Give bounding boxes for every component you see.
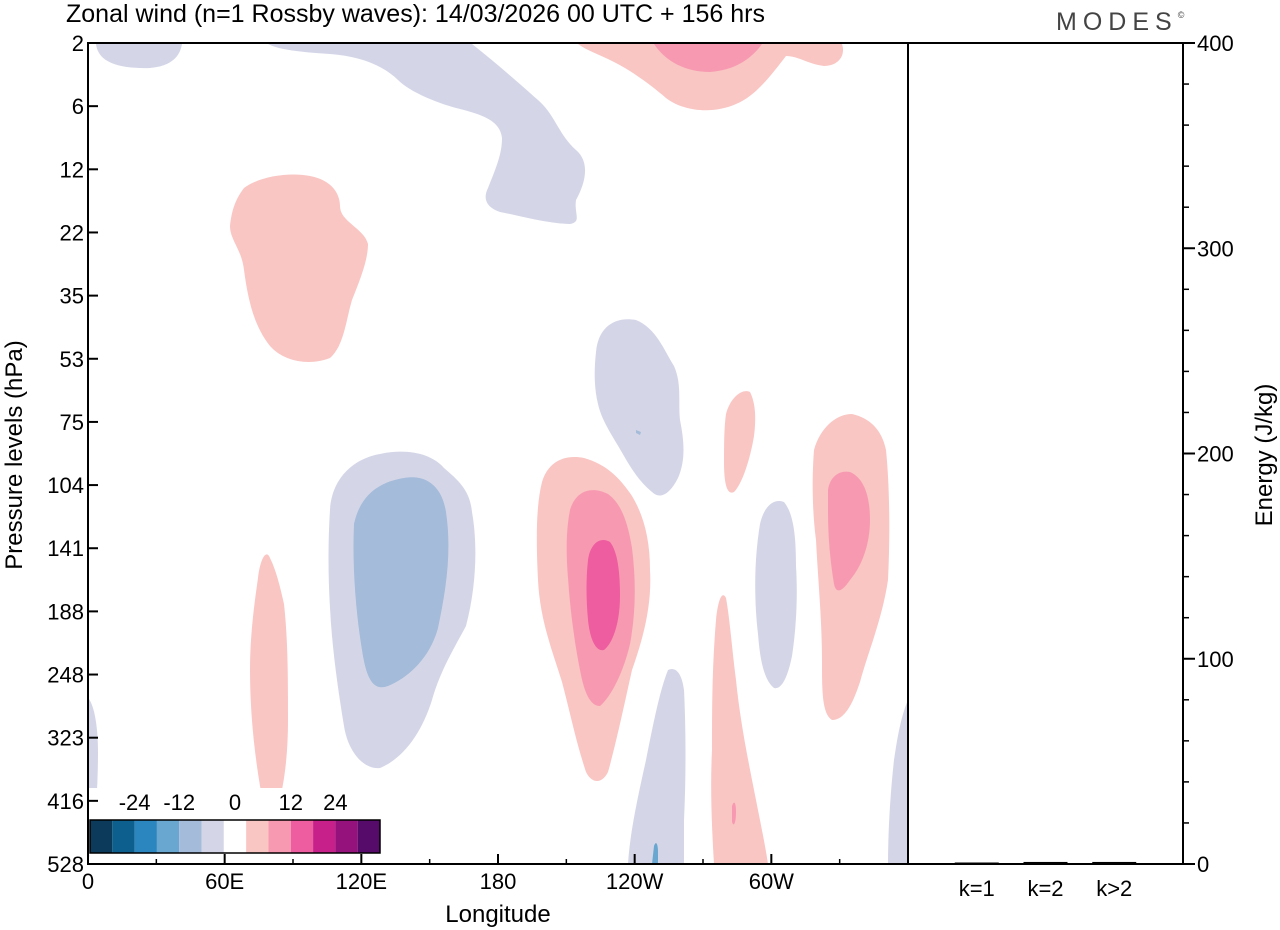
y-tick-label: 323 [47,726,84,751]
contour-neg-weak-upper-stratosphere [268,44,586,224]
colorbar-cell [268,820,291,853]
y-tick-label: 141 [47,536,84,561]
energy-bar [1023,861,1068,864]
y-tick-label: 528 [47,852,84,877]
contour-neg-moderate-center [353,477,449,688]
y2-tick-label: 400 [1197,31,1234,56]
contour-pos-moderate-far-right [828,471,870,591]
colorbar-labels: -24 -12 0 12 24 [119,790,348,815]
y-axis-label: Pressure levels (hPa) [1,340,28,569]
colorbar-cell [156,820,180,853]
x-axis-longitude: 0 60E 120E 180 120W 60W [82,854,841,894]
contour-neg-tiny-dot [636,430,641,435]
x-tick-label: 60W [749,869,794,894]
colorbar-cell [112,820,135,853]
contour-neg-weak-bottom-right-edge [888,700,908,864]
colorbar-tick-label: 24 [323,790,347,815]
colorbar-tick-label: 0 [229,790,241,815]
y2-tick-label: 0 [1197,852,1209,877]
contour-neg-weak-topleft [96,44,182,69]
contour-pos-weak-small [724,391,756,493]
y-tick-label: 53 [60,347,84,372]
colorbar-cell [335,820,358,853]
contour-pos-weak-top [578,44,844,111]
y-tick-label: 6 [72,94,84,119]
y-tick-label: 248 [47,663,84,688]
colorbar-tick-label: -12 [163,790,195,815]
x-tick-label: 120E [336,869,387,894]
contour-neg-weak-right [755,500,797,689]
colorbar-tick-label: 12 [279,790,303,815]
energy-category-label: k>2 [1096,876,1132,901]
contour-pos-strong-center-right [586,540,620,651]
y-tick-label: 2 [72,31,84,56]
colorbar: -24 -12 0 12 24 [88,788,382,855]
energy-category-label: k=1 [959,876,995,901]
x-tick-label: 180 [480,869,517,894]
y-tick-label: 416 [47,789,84,814]
contour-pos-weak-stratosphere [230,174,368,362]
y-axis-energy: 0 100 200 300 400 [1183,31,1234,877]
contour-pos-moderate-top [654,44,762,72]
brand-logo: MODES© [1056,8,1185,36]
colorbar-tick-label: -24 [119,790,151,815]
contour-neg-weak-midtop [594,319,684,496]
y2-tick-label: 200 [1197,442,1234,467]
chart-title: Zonal wind (n=1 Rossby waves): 14/03/202… [66,0,765,28]
y-tick-label: 12 [60,157,84,182]
x-tick-label: 120W [606,869,664,894]
y-tick-label: 22 [60,220,84,245]
colorbar-cell [90,820,113,853]
contour-pos-moderate-spot [732,802,736,825]
energy-bars: k=1 k=2 k>2 [954,861,1137,901]
contour-pos-weak-left-lower [250,554,288,811]
y2-tick-label: 100 [1197,647,1234,672]
colorbar-cell [134,820,157,853]
y-axis-pressure: 2 6 12 22 35 53 75 104 141 188 248 323 416 528 [47,31,98,877]
x-axis-label: Longitude [445,901,550,928]
colorbar-cell [201,820,224,853]
colorbar-cell [179,820,202,853]
colorbar-cell [246,820,269,853]
contour-fields [88,44,908,864]
colorbar-border [89,819,381,854]
colorbar-cell [290,820,314,853]
contour-neg-moderate-bottom-spot [652,843,658,864]
x-tick-label: 60E [205,869,244,894]
y2-tick-label: 300 [1197,236,1234,261]
contour-pos-weak-right-lower [711,595,768,864]
energy-bar [954,862,999,864]
x-tick-label: 0 [82,869,94,894]
y-tick-label: 35 [60,284,84,309]
colorbar-cells [89,819,381,854]
colorbar-cell [223,820,247,853]
energy-category-label: k=2 [1027,876,1063,901]
energy-bar [1092,861,1137,864]
y-tick-label: 75 [60,410,84,435]
colorbar-cell [313,820,336,853]
y-tick-label: 104 [47,473,84,498]
y-tick-label: 188 [47,599,84,624]
colorbar-cell [357,820,380,853]
y2-axis-label: Energy (J/kg) [1251,384,1278,527]
contour-neg-weak-bottom-center [628,668,686,864]
